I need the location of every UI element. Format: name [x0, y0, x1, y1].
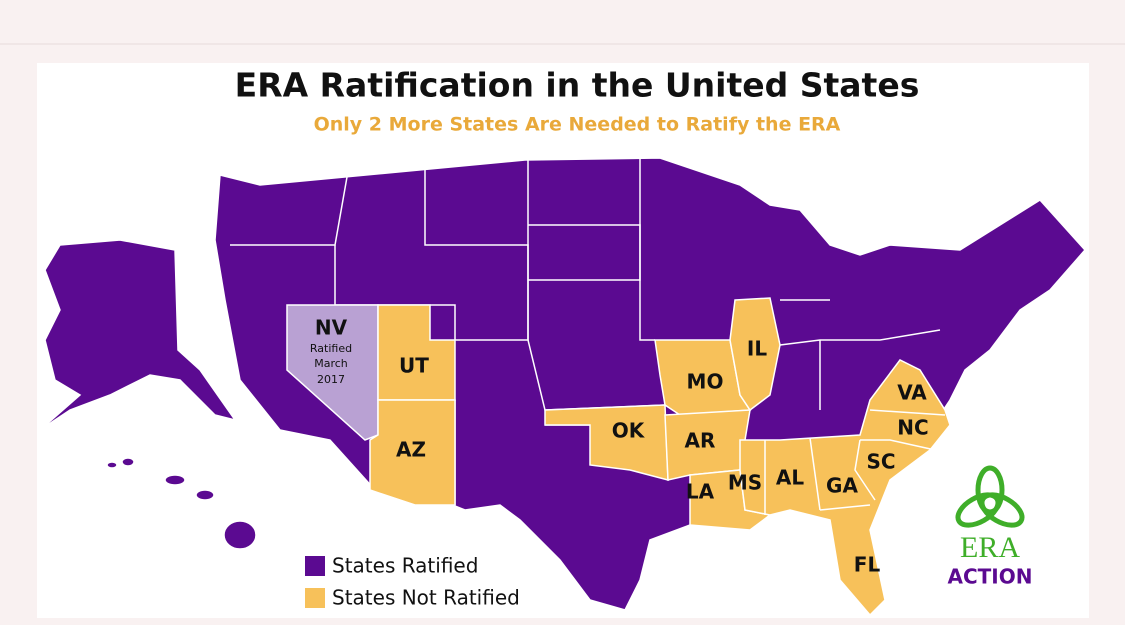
legend-swatch — [305, 588, 325, 608]
state-label: AR — [685, 429, 716, 453]
southeast — [739, 359, 951, 617]
nv-note: Ratified — [310, 342, 352, 355]
state-label: NC — [897, 416, 928, 440]
state-label: NV — [315, 316, 348, 340]
state-label: IL — [747, 337, 767, 361]
logo-name: ERA — [960, 531, 1020, 564]
hawaii — [106, 457, 257, 550]
alaska — [39, 239, 237, 431]
legend-label: States Not Ratified — [332, 586, 520, 610]
map — [39, 157, 1087, 617]
state-label: MO — [687, 370, 724, 394]
state-labels: NV UT AZ OK MO IL AR LA MS AL GA SC NC V… — [310, 316, 929, 577]
logo: ERA ACTION — [948, 465, 1033, 589]
state-label: AZ — [396, 438, 426, 462]
state-label: MS — [728, 471, 762, 495]
state-label: VA — [897, 381, 927, 405]
legend-label: States Ratified — [332, 554, 478, 578]
arizona — [369, 399, 456, 506]
state-label: LA — [686, 480, 715, 504]
logo-knot — [955, 465, 1025, 528]
top-bar — [0, 0, 1125, 44]
nevada — [286, 304, 379, 441]
nv-note: 2017 — [317, 373, 345, 386]
legend-swatch — [305, 556, 325, 576]
logo-sub: ACTION — [948, 565, 1033, 589]
legend: States Ratified States Not Ratified — [305, 554, 520, 610]
nv-note: March — [314, 357, 348, 370]
state-label: OK — [612, 419, 646, 443]
se-borders — [764, 409, 946, 515]
illinois — [729, 297, 781, 412]
subtitle: Only 2 More States Are Needed to Ratify … — [314, 114, 841, 136]
state-label: UT — [399, 354, 429, 378]
state-label: AL — [776, 466, 804, 490]
title: ERA Ratification in the United States — [235, 66, 920, 105]
state-label: GA — [826, 474, 858, 498]
state-label: FL — [854, 553, 881, 577]
state-label: SC — [866, 450, 895, 474]
